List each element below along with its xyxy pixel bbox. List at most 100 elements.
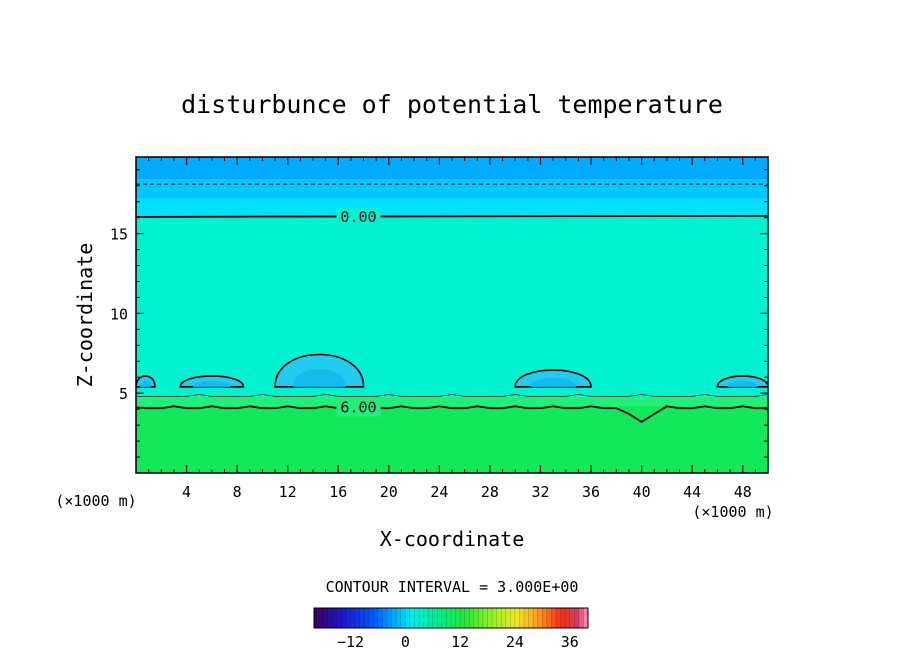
region-band bbox=[136, 405, 768, 473]
colorbar-cell bbox=[345, 608, 352, 628]
colorbar-tick-label: −12 bbox=[337, 633, 364, 651]
colorbar-cell bbox=[387, 608, 393, 628]
colorbar-cell bbox=[528, 608, 534, 628]
x-tick-label: 48 bbox=[734, 483, 752, 501]
x-tick-label: 4 bbox=[182, 483, 191, 501]
colorbar-cell bbox=[478, 608, 484, 628]
colorbar-cell bbox=[473, 608, 479, 628]
colorbar-cell bbox=[524, 608, 530, 628]
x-tick-label: 20 bbox=[380, 483, 398, 501]
y-axis-label: Z-coordinate bbox=[73, 243, 97, 388]
y-tick-label: 5 bbox=[119, 385, 128, 403]
colorbar-cell bbox=[318, 608, 324, 628]
colorbar-cell bbox=[519, 608, 525, 628]
colorbar-tick-label: 12 bbox=[451, 633, 469, 651]
colorbar-cell bbox=[501, 608, 507, 628]
colorbar-cell bbox=[350, 608, 356, 628]
colorbar-cell bbox=[428, 608, 434, 628]
colorbar-cell bbox=[377, 608, 383, 628]
colorbar-cell bbox=[332, 608, 338, 628]
region-band bbox=[136, 179, 768, 199]
contour-line-3 bbox=[136, 394, 768, 397]
contour-lines bbox=[136, 183, 768, 423]
x-tick-label: 16 bbox=[329, 483, 347, 501]
region-band bbox=[136, 396, 768, 406]
cold-bubble-core bbox=[727, 380, 758, 387]
colorbar-cell bbox=[323, 608, 329, 628]
colorbar-cell bbox=[396, 608, 402, 628]
x-tick-label: 40 bbox=[633, 483, 651, 501]
colorbar-cell bbox=[492, 608, 498, 628]
colorbar-cell bbox=[505, 608, 511, 628]
x-tick-label: 24 bbox=[430, 483, 448, 501]
colorbar-cell bbox=[327, 608, 333, 628]
colorbar-cell bbox=[359, 608, 365, 628]
colorbar-cell bbox=[400, 608, 406, 628]
contour-label: 0.00 bbox=[340, 208, 376, 226]
x-tick-label: 36 bbox=[582, 483, 600, 501]
colorbar-tick-labels: −12 0 12 24 36 bbox=[337, 633, 579, 651]
colorbar-cell bbox=[537, 608, 543, 628]
colorbar-cell bbox=[414, 608, 420, 628]
colorbar-cell bbox=[546, 608, 552, 628]
cold-bubble-core bbox=[139, 380, 152, 387]
colorbar-tick-label: 0 bbox=[401, 633, 410, 651]
y-axis-ticks: 5 10 15 bbox=[110, 169, 768, 458]
plot-area bbox=[136, 157, 768, 473]
colorbar-frame bbox=[313, 607, 589, 629]
colorbar-cell bbox=[391, 608, 397, 628]
colorbar-cell bbox=[368, 608, 374, 628]
colorbar-cell bbox=[569, 608, 575, 628]
colorbar-cell bbox=[574, 608, 580, 628]
contour-label-bg bbox=[336, 207, 381, 226]
colorbar-cell bbox=[373, 608, 379, 628]
region-band bbox=[136, 216, 768, 397]
colorbar-cell bbox=[496, 608, 502, 628]
colorbar-cell bbox=[560, 608, 566, 628]
colorbar-cell bbox=[423, 608, 429, 628]
colorbar-cell bbox=[487, 608, 493, 628]
contour-label: 6.00 bbox=[340, 399, 376, 417]
colorbar-cell bbox=[469, 608, 475, 628]
colorbar-cell bbox=[533, 608, 539, 628]
x-axis-unit-right: (×1000 m) bbox=[692, 503, 773, 521]
colorbar-tick-label: 24 bbox=[506, 633, 524, 651]
colorbar-cell bbox=[455, 608, 461, 628]
colorbar-cell bbox=[510, 608, 516, 628]
colorbar-cell bbox=[451, 608, 457, 628]
x-tick-label: 32 bbox=[531, 483, 549, 501]
x-axis-unit-left: (×1000 m) bbox=[55, 492, 136, 510]
x-tick-label: 8 bbox=[233, 483, 242, 501]
x-tick-label: 12 bbox=[279, 483, 297, 501]
colorbar-cell bbox=[578, 608, 584, 628]
y-tick-label: 10 bbox=[110, 305, 128, 323]
colorbar-cell bbox=[542, 608, 548, 628]
contour-labels: 0.00 6.00 bbox=[336, 207, 381, 417]
region-band bbox=[136, 198, 768, 217]
x-tick-label: 28 bbox=[481, 483, 499, 501]
colorbar-cell bbox=[355, 608, 361, 628]
contour-line-0 bbox=[136, 214, 768, 218]
colorbar-cell bbox=[565, 608, 571, 628]
colorbar-tick-label: 36 bbox=[561, 633, 579, 651]
cold-bubbles bbox=[136, 353, 768, 388]
colorbar bbox=[313, 608, 589, 628]
colorbar-cell bbox=[382, 608, 388, 628]
colorbar-cell bbox=[514, 608, 520, 628]
cold-bubble-core bbox=[530, 377, 576, 387]
chart-title: disturbunce of potential temperature bbox=[181, 90, 723, 119]
shaded-regions bbox=[136, 157, 768, 473]
colorbar-cell bbox=[460, 608, 466, 628]
x-tick-label: 44 bbox=[683, 483, 701, 501]
colorbar-cell bbox=[446, 608, 452, 628]
region-band bbox=[136, 157, 768, 180]
colorbar-cell bbox=[464, 608, 470, 628]
contour-label-bg bbox=[336, 398, 381, 417]
colorbar-cell bbox=[314, 608, 320, 628]
colorbar-cell bbox=[437, 608, 443, 628]
colorbar-cell bbox=[405, 608, 411, 628]
colorbar-cell bbox=[441, 608, 447, 628]
colorbar-cell bbox=[364, 608, 370, 628]
cold-bubble-core bbox=[192, 380, 231, 387]
